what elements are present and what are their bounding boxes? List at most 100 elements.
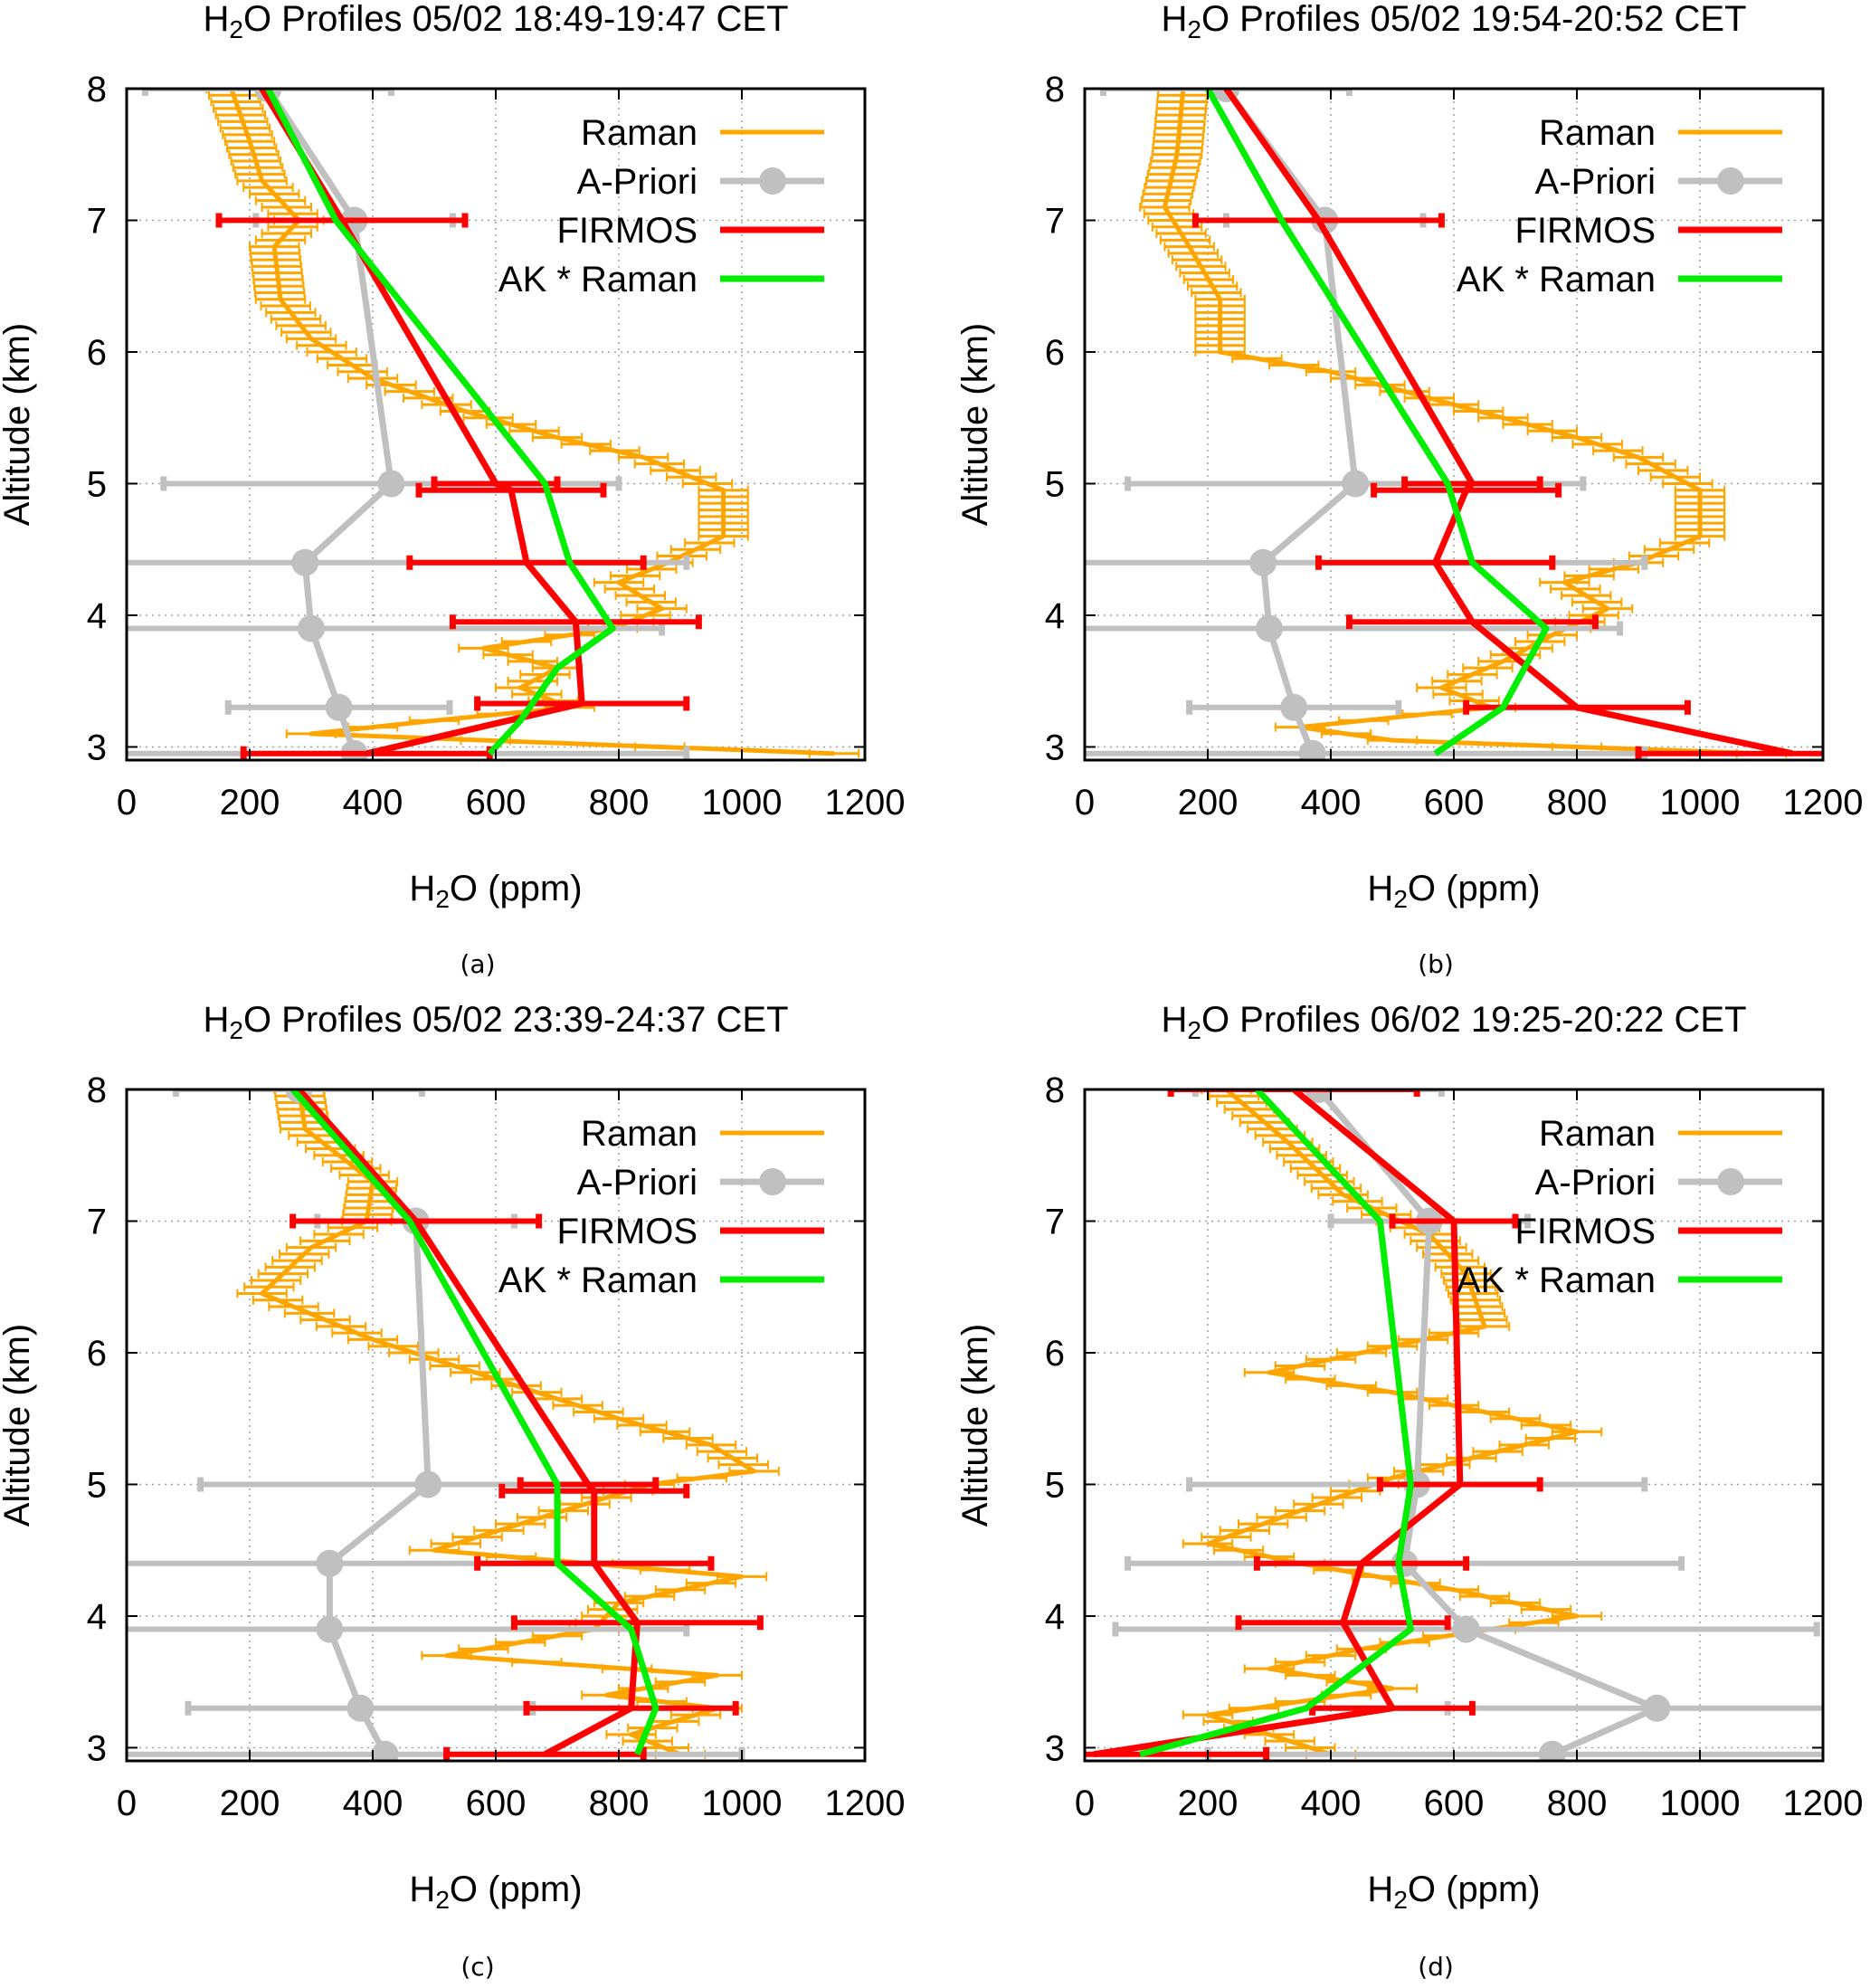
data-point bbox=[316, 1615, 344, 1643]
legend-label: Raman bbox=[581, 113, 698, 153]
series-ak-raman bbox=[265, 89, 616, 756]
data-point bbox=[1298, 739, 1326, 760]
x-tick-label: 1200 bbox=[1783, 783, 1864, 823]
x-tick-label: 1200 bbox=[1783, 1783, 1864, 1823]
y-tick-label: 4 bbox=[1045, 596, 1065, 636]
panel-a: 0 200 400 600 800 1000 1200 3 4 5 6 7 8 H2O Profiles … bbox=[0, 0, 905, 979]
chart-title: H2O Profiles 05/02 18:49-19:47 CET bbox=[203, 0, 788, 43]
x-tick-label: 600 bbox=[466, 783, 527, 823]
plot-area bbox=[127, 1089, 780, 1761]
x-axis-label: H2O (ppm) bbox=[1367, 869, 1540, 913]
series-line bbox=[259, 89, 585, 757]
panel-caption: (b) bbox=[1418, 949, 1454, 979]
y-tick-label: 7 bbox=[87, 201, 107, 241]
series-line bbox=[265, 89, 616, 756]
chart-title: H2O Profiles 06/02 19:25-20:22 CET bbox=[1161, 1000, 1746, 1044]
y-tick-label: 6 bbox=[1045, 1334, 1065, 1374]
x-tick-label: 0 bbox=[1075, 1783, 1095, 1823]
y-tick-label: 4 bbox=[87, 1597, 107, 1637]
raman-line bbox=[1205, 1089, 1580, 1757]
legend-label: Raman bbox=[1539, 113, 1656, 153]
data-point bbox=[1305, 1089, 1333, 1103]
series-ak-raman bbox=[290, 1089, 660, 1756]
legend-label: Raman bbox=[581, 1114, 698, 1154]
legend-marker bbox=[1717, 1168, 1744, 1195]
legend-label: AK * Raman bbox=[498, 1260, 698, 1300]
data-point bbox=[1452, 1615, 1480, 1643]
y-tick-label: 7 bbox=[87, 1202, 107, 1241]
x-tick-label: 600 bbox=[1424, 783, 1485, 823]
series-line bbox=[296, 1089, 641, 1757]
legend-label: A-Priori bbox=[577, 162, 698, 202]
series-firmos bbox=[290, 1089, 764, 1761]
y-tick-label: 8 bbox=[87, 70, 107, 109]
legend-label: Raman bbox=[1539, 1114, 1656, 1154]
legend: Raman A-Priori FIRMOS AK * Raman bbox=[1457, 113, 1782, 300]
data-point bbox=[298, 614, 325, 642]
legend-label: AK * Raman bbox=[498, 260, 698, 300]
y-axis-label: Altitude (km) bbox=[955, 323, 995, 527]
legend-marker bbox=[759, 167, 786, 195]
plot-area bbox=[1085, 89, 1823, 760]
panel-d: 0 200 400 600 800 1000 1200 3 4 5 6 7 8 H2O Profiles … bbox=[955, 1000, 1864, 1982]
y-tick-label: 4 bbox=[1045, 1597, 1065, 1637]
legend-label: AK * Raman bbox=[1457, 260, 1656, 300]
legend-label: A-Priori bbox=[1535, 162, 1656, 202]
x-tick-label: 600 bbox=[466, 1783, 527, 1823]
data-point bbox=[346, 1694, 375, 1722]
raman-line bbox=[229, 89, 835, 756]
y-tick-label: 3 bbox=[1045, 728, 1065, 767]
series-line bbox=[1204, 89, 1550, 756]
legend-label: A-Priori bbox=[1535, 1163, 1656, 1203]
data-point bbox=[291, 548, 319, 576]
x-tick-label: 1200 bbox=[825, 1783, 906, 1823]
chart-title: H2O Profiles 05/02 19:54-20:52 CET bbox=[1161, 0, 1746, 43]
y-tick-label: 8 bbox=[1045, 1070, 1065, 1110]
x-tick-label: 200 bbox=[220, 783, 280, 823]
data-point bbox=[1538, 1740, 1566, 1761]
x-tick-label: 200 bbox=[1178, 1783, 1239, 1823]
y-tick-label: 5 bbox=[87, 1465, 107, 1505]
x-tick-label: 1000 bbox=[1660, 783, 1741, 823]
x-tick-label: 800 bbox=[589, 783, 650, 823]
data-point bbox=[1256, 614, 1283, 642]
legend-label: FIRMOS bbox=[556, 211, 698, 251]
chart-title: H2O Profiles 05/02 23:39-24:37 CET bbox=[203, 1000, 788, 1044]
legend: Raman A-Priori FIRMOS AK * Raman bbox=[1457, 1114, 1782, 1300]
data-point bbox=[1643, 1694, 1671, 1722]
series-line bbox=[290, 1089, 660, 1756]
x-tick-label: 200 bbox=[220, 1783, 280, 1823]
y-tick-label: 4 bbox=[87, 596, 107, 636]
series-raman bbox=[236, 1089, 780, 1759]
data-point bbox=[1249, 548, 1277, 576]
x-tick-label: 1000 bbox=[702, 1783, 783, 1823]
y-axis-label: Altitude (km) bbox=[0, 1324, 37, 1527]
legend-label: FIRMOS bbox=[1514, 1212, 1656, 1251]
legend-marker bbox=[1717, 167, 1744, 195]
legend-label: AK * Raman bbox=[1457, 1260, 1656, 1300]
x-tick-label: 1200 bbox=[825, 783, 906, 823]
x-tick-label: 200 bbox=[1178, 783, 1239, 823]
data-point bbox=[371, 1740, 399, 1761]
series-ak-raman bbox=[1204, 89, 1550, 756]
plot-area bbox=[127, 89, 860, 760]
legend-label: A-Priori bbox=[577, 1163, 698, 1203]
data-point bbox=[325, 693, 353, 721]
data-point bbox=[1280, 693, 1308, 721]
x-tick-label: 400 bbox=[1301, 1783, 1362, 1823]
series-ak-raman bbox=[1139, 1089, 1414, 1758]
series-line bbox=[1223, 89, 1793, 757]
y-tick-label: 7 bbox=[1045, 1202, 1065, 1241]
panel-caption: (c) bbox=[460, 1952, 494, 1982]
series-firmos bbox=[1191, 89, 1823, 760]
x-axis-label: H2O (ppm) bbox=[1367, 1869, 1540, 1914]
y-tick-label: 6 bbox=[1045, 333, 1065, 373]
panel-caption: (d) bbox=[1418, 1952, 1454, 1982]
plot-area bbox=[1085, 1089, 1823, 1761]
legend-label: FIRMOS bbox=[1514, 211, 1656, 251]
y-tick-label: 3 bbox=[1045, 1728, 1065, 1768]
y-tick-label: 3 bbox=[87, 1728, 107, 1768]
series-line bbox=[1223, 89, 1359, 756]
data-point bbox=[414, 1470, 442, 1498]
